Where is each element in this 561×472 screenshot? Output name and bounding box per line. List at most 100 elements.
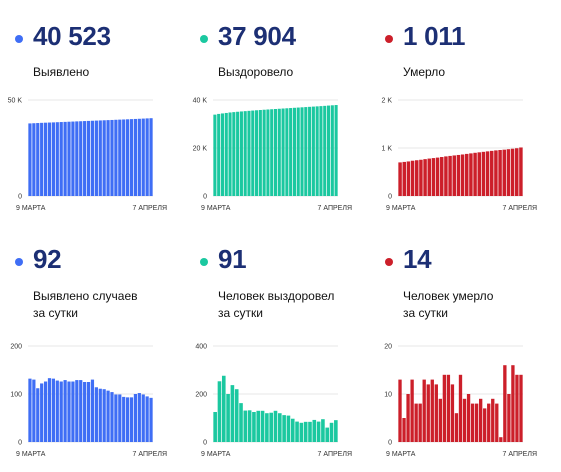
bar	[519, 374, 523, 442]
bar	[243, 111, 247, 196]
bar	[98, 120, 102, 196]
bar	[239, 111, 243, 196]
bar	[79, 121, 83, 196]
x-tick-label-start: 9 МАРТА	[201, 205, 231, 212]
bar	[398, 379, 402, 442]
series-dot	[385, 258, 393, 266]
bar	[299, 422, 304, 442]
bar	[149, 118, 153, 196]
bar	[278, 413, 282, 442]
bar	[106, 120, 110, 196]
bar	[269, 412, 273, 442]
bar	[256, 410, 261, 442]
bar	[495, 403, 499, 442]
bar	[450, 384, 455, 442]
bar	[141, 118, 145, 196]
y-tick-label: 400	[195, 344, 207, 351]
bar	[137, 118, 141, 196]
y-tick-label: 20 K	[193, 146, 208, 153]
bar	[51, 378, 55, 442]
x-tick-label-end: 7 АПРЕЛЯ	[503, 205, 537, 212]
bar	[247, 410, 252, 442]
bar	[36, 123, 40, 196]
bar	[300, 107, 304, 196]
bar	[266, 109, 270, 196]
bar	[145, 118, 149, 196]
bar	[43, 122, 48, 196]
stat-label: Выявлено	[33, 65, 90, 79]
bar	[430, 379, 434, 442]
bar	[47, 378, 52, 442]
bar	[102, 120, 106, 196]
bar	[228, 112, 232, 196]
bar	[444, 156, 448, 196]
bar	[32, 123, 36, 196]
bar	[55, 122, 59, 196]
bar	[466, 394, 471, 442]
bar	[32, 379, 36, 442]
bar	[79, 380, 83, 442]
stat-label-line-2: за сутки	[33, 306, 78, 320]
bar	[86, 120, 91, 196]
bar	[423, 159, 427, 196]
bar	[418, 403, 422, 442]
chart-detected-total: 50 K 0 9 МАРТА 7 АПРЕЛЯ	[8, 98, 167, 213]
x-tick-label-end: 7 АПРЕЛЯ	[133, 451, 167, 458]
bar	[316, 421, 321, 442]
bar	[221, 375, 226, 442]
bar	[285, 108, 289, 196]
bar	[448, 155, 452, 196]
bar	[490, 150, 494, 196]
y-tick-label: 10	[384, 392, 392, 399]
bar	[515, 374, 519, 442]
bar	[292, 107, 296, 196]
stat-value: 92	[33, 244, 62, 274]
bar	[402, 161, 406, 196]
bar	[282, 415, 286, 442]
chart-recovered-total: 40 K 20 K 0 9 МАРТА 7 АПРЕЛЯ	[193, 98, 352, 213]
y-tick-label: 0	[203, 194, 207, 201]
bar	[483, 408, 487, 442]
bar	[334, 420, 338, 442]
y-tick-label: 200	[195, 392, 207, 399]
bar	[28, 378, 32, 442]
series-dot	[200, 35, 208, 43]
bar	[277, 108, 281, 196]
bar	[126, 397, 130, 442]
bar	[485, 151, 490, 196]
bar	[414, 403, 418, 442]
x-tick-label-start: 9 МАРТА	[16, 451, 46, 458]
x-tick-label-end: 7 АПРЕЛЯ	[318, 205, 352, 212]
bar	[133, 394, 138, 442]
bar	[270, 109, 274, 196]
bar	[519, 147, 523, 196]
bar	[440, 157, 444, 196]
bar	[273, 109, 278, 196]
bar	[133, 118, 138, 196]
bar	[507, 394, 511, 442]
bar	[311, 106, 315, 196]
series-dot	[385, 35, 393, 43]
series-dot	[15, 35, 23, 43]
bar	[226, 394, 230, 442]
bar	[40, 383, 44, 442]
bar	[75, 121, 79, 196]
bar	[406, 161, 411, 196]
bar	[94, 120, 98, 196]
bar	[122, 396, 126, 442]
bar	[63, 121, 67, 196]
stat-label: Выздоровело	[218, 65, 294, 79]
x-tick-label-start: 9 МАРТА	[386, 451, 416, 458]
bar	[71, 121, 75, 196]
bar	[122, 119, 126, 196]
bar	[224, 112, 228, 196]
bar	[454, 413, 459, 442]
bar	[410, 379, 414, 442]
bar	[304, 107, 308, 196]
bar	[67, 121, 71, 196]
bar	[71, 381, 75, 442]
bar	[213, 412, 217, 442]
bar	[94, 387, 98, 442]
bar	[398, 162, 402, 196]
bar	[312, 419, 317, 442]
